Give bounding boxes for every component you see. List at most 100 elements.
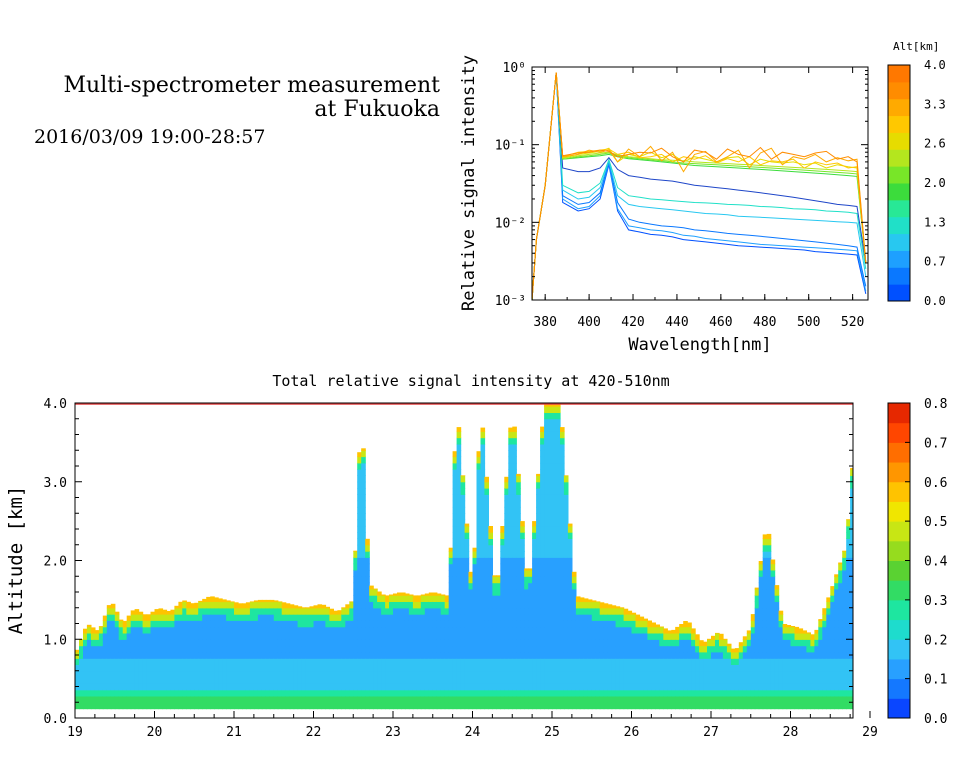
heatmap-cell xyxy=(774,702,780,710)
heatmap-cell xyxy=(790,626,796,628)
heatmap-cell xyxy=(484,626,489,634)
heatmap-cell xyxy=(571,614,577,621)
heatmap-cell xyxy=(242,639,247,647)
heatmap-cell xyxy=(301,651,307,659)
heatmap-cell xyxy=(488,538,493,546)
heatmap-cell xyxy=(822,626,827,634)
heatmap-cell xyxy=(560,551,565,558)
heatmap-cell xyxy=(567,620,573,628)
heatmap-colorbar-swatch xyxy=(888,462,910,483)
heatmap-cell xyxy=(663,645,668,653)
heatmap-cell xyxy=(361,462,366,470)
heatmap-cell xyxy=(567,651,573,659)
heatmap-cell xyxy=(214,607,219,615)
heatmap-cell xyxy=(707,689,712,697)
heatmap-cell xyxy=(516,488,521,495)
heatmap-cell xyxy=(385,639,390,647)
heatmap-cell xyxy=(548,532,553,539)
heatmap-cell xyxy=(536,683,541,691)
heatmap-cell xyxy=(158,626,164,634)
heatmap-cell xyxy=(86,639,92,647)
heatmap-cell xyxy=(190,626,195,634)
heatmap-cell xyxy=(361,683,366,691)
heatmap-cell xyxy=(707,658,712,665)
heatmap-cell xyxy=(715,683,720,691)
heatmap-cell xyxy=(484,576,489,584)
heatmap-cell xyxy=(762,620,768,628)
heatmap-cell xyxy=(341,626,346,634)
heatmap-cell xyxy=(786,651,792,659)
heatmap-cell xyxy=(683,677,688,684)
heatmap-cell xyxy=(563,475,569,483)
heatmap-cell xyxy=(412,702,418,710)
heatmap-cell xyxy=(770,645,776,653)
heatmap-cell xyxy=(460,488,466,495)
heatmap-cell xyxy=(647,689,652,697)
heatmap-cell xyxy=(436,683,442,691)
heatmap-cell xyxy=(174,633,179,640)
heatmap-cell xyxy=(476,639,482,647)
heatmap-cell xyxy=(774,626,780,634)
heatmap-cell xyxy=(401,595,406,602)
heatmap-cell xyxy=(548,614,553,621)
heatmap-cell xyxy=(357,513,362,521)
heatmap-cell xyxy=(512,607,517,615)
spectrum-colorbar-swatch xyxy=(888,81,910,100)
heatmap-cell xyxy=(516,614,521,621)
heatmap-cell xyxy=(742,677,748,684)
heatmap-cell xyxy=(687,658,692,665)
heatmap-cell xyxy=(826,645,831,653)
heatmap-cell xyxy=(86,651,92,659)
heatmap-cell xyxy=(762,670,768,678)
heatmap-cell xyxy=(305,683,311,691)
heatmap-cell xyxy=(401,677,406,684)
heatmap-cell xyxy=(627,677,633,684)
heatmap-cell xyxy=(456,475,462,483)
heatmap-cell xyxy=(635,658,641,665)
heatmap-cell xyxy=(488,689,493,697)
heatmap-cell xyxy=(357,456,362,464)
heatmap-cell xyxy=(556,418,561,426)
heatmap-cell xyxy=(643,677,648,684)
heatmap-cell xyxy=(536,569,541,577)
heatmap-cell xyxy=(122,683,128,691)
heatmap-cell xyxy=(540,557,545,565)
heatmap-cell xyxy=(532,633,537,640)
heatmap-cell xyxy=(261,696,267,703)
heatmap-cell xyxy=(603,614,609,621)
heatmap-cell xyxy=(182,614,187,621)
heatmap-cell xyxy=(245,607,251,615)
heatmap-cell xyxy=(583,639,589,647)
heatmap-cell xyxy=(273,601,279,609)
heatmap-cell xyxy=(516,494,521,502)
heatmap-cell xyxy=(194,639,199,647)
heatmap-cell xyxy=(222,599,227,603)
heatmap-cell xyxy=(456,614,462,621)
heatmap-cell xyxy=(544,538,549,546)
heatmap-cell xyxy=(552,469,557,476)
heatmap-cell xyxy=(333,658,338,665)
heatmap-cell xyxy=(317,670,323,678)
heatmap-cell xyxy=(548,469,553,476)
heatmap-cell xyxy=(253,600,259,603)
heatmap-cell xyxy=(556,664,561,672)
heatmap-cell xyxy=(758,582,764,590)
heatmap-cell xyxy=(691,664,696,672)
heatmap-cell xyxy=(317,639,323,647)
heatmap-cell xyxy=(222,702,227,710)
heatmap-cell xyxy=(556,658,561,665)
heatmap-cell xyxy=(571,607,577,615)
heatmap-cell xyxy=(802,658,807,665)
heatmap-cell xyxy=(532,620,537,628)
heatmap-cell xyxy=(548,576,553,584)
heatmap-cell xyxy=(560,462,565,470)
heatmap-cell xyxy=(484,683,489,691)
heatmap-cell xyxy=(631,683,637,691)
heatmap-cell xyxy=(774,620,780,628)
heatmap-cell xyxy=(806,696,811,703)
heatmap-cell xyxy=(182,683,187,691)
heatmap-cell xyxy=(508,614,513,621)
heatmap-cell xyxy=(329,677,334,684)
heatmap-cell xyxy=(500,683,505,691)
heatmap-cell xyxy=(468,582,474,590)
